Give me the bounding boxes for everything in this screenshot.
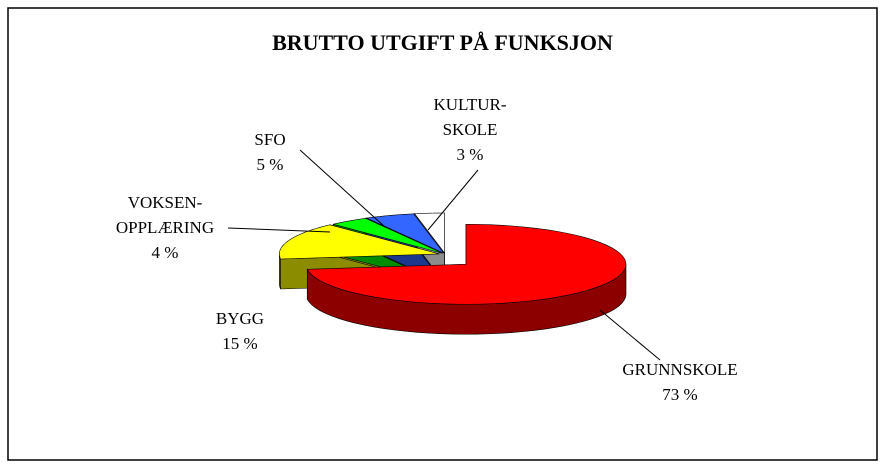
slice-label: KULTUR- SKOLE 3 % [433,92,506,167]
slice-label: SFO 5 % [254,127,285,177]
leader-line [599,309,661,361]
leader-line [299,149,386,228]
slice-label: BYGG 15 % [216,306,264,356]
leader-line [227,227,331,233]
slice-value-label: 5 % [256,155,284,174]
pie-slice [279,224,440,260]
slice-category: VOKSEN- OPPLÆRING [115,193,215,237]
pie-slice [333,218,443,254]
slice-label: GRUNNSKOLE 73 % [622,357,737,407]
pie-slice [306,223,627,305]
chart-title: BRUTTO UTGIFT PÅ FUNKSJON [272,30,613,55]
slice-value-label: 4 % [151,243,179,262]
frame [7,7,878,461]
slice-category: BYGG [215,309,265,328]
slice-label: VOKSEN- OPPLÆRING 4 % [116,190,214,265]
pie-slice [414,212,445,254]
slice-category: SFO [254,130,286,149]
leader-line [427,169,479,231]
slice-value-label: 15 % [222,334,258,353]
slice-category: GRUNNSKOLE [622,360,738,379]
slice-value-label: 3 % [456,145,484,164]
slice-value-label: 73 % [662,385,698,404]
slice-category: KULTUR- SKOLE [433,95,507,139]
